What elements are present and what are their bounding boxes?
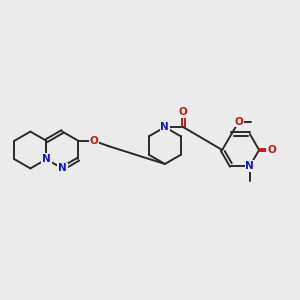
Text: O: O — [179, 107, 188, 117]
Text: O: O — [89, 136, 98, 146]
Text: N: N — [245, 161, 254, 171]
Text: N: N — [42, 154, 51, 164]
Text: N: N — [58, 164, 67, 173]
Text: N: N — [160, 122, 169, 132]
Text: O: O — [235, 117, 243, 127]
Text: O: O — [267, 145, 276, 155]
